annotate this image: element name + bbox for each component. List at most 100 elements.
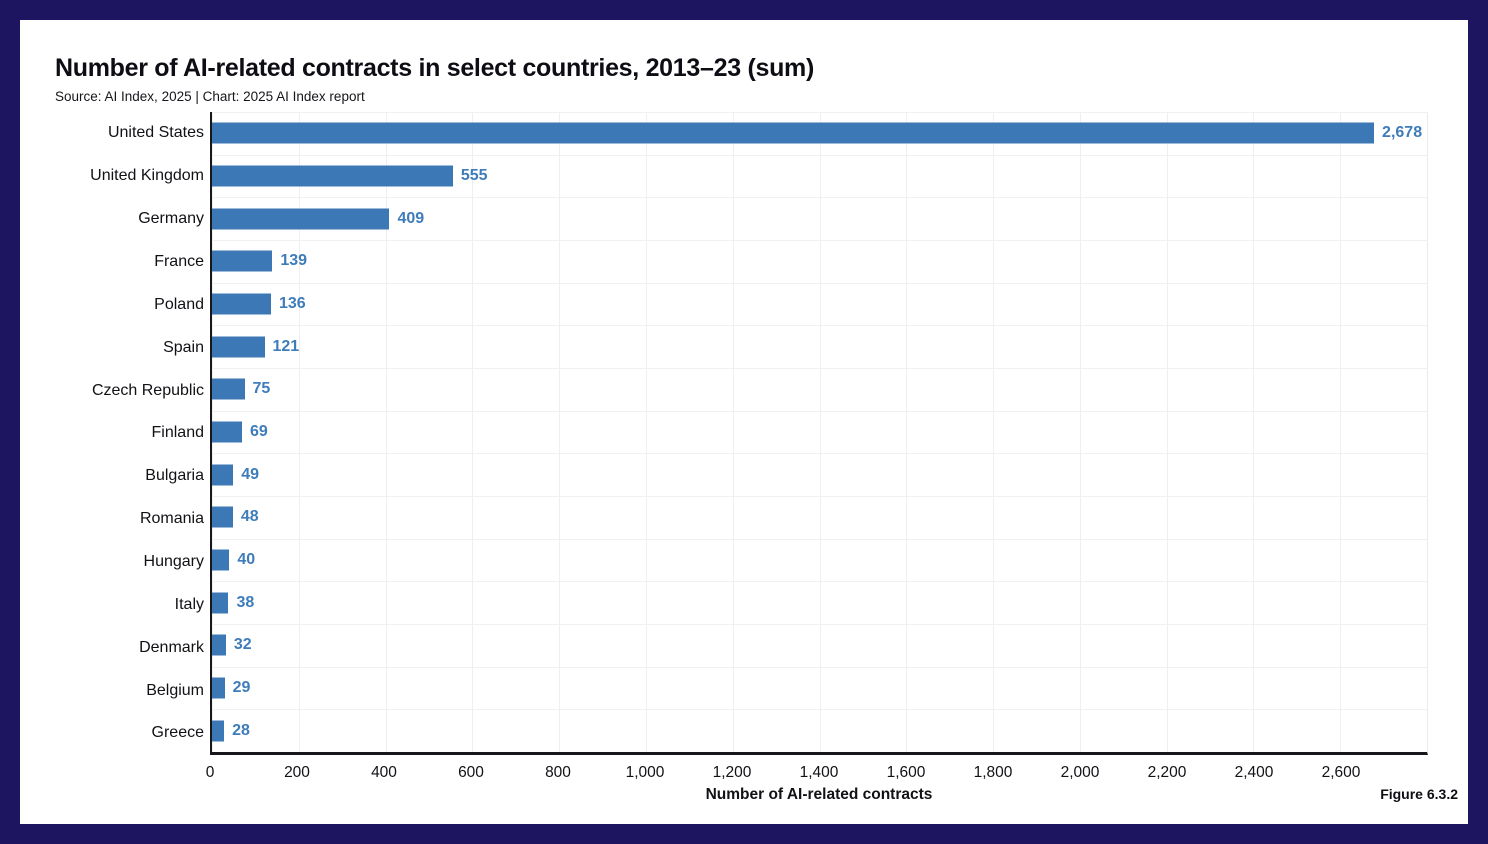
gridline-horizontal bbox=[212, 496, 1427, 497]
gridline-horizontal bbox=[212, 624, 1427, 625]
bar-row: 136 bbox=[212, 283, 1427, 326]
value-label: 32 bbox=[233, 636, 252, 654]
bar-row: 38 bbox=[212, 581, 1427, 624]
bar[interactable] bbox=[212, 208, 390, 230]
category-label: Denmark bbox=[139, 638, 204, 656]
gridline-vertical bbox=[1253, 112, 1255, 752]
x-tick-label: 2,000 bbox=[1060, 764, 1100, 781]
value-label: 409 bbox=[397, 209, 425, 227]
gridline-vertical bbox=[1079, 112, 1081, 752]
bar[interactable] bbox=[212, 336, 265, 358]
gridline-horizontal bbox=[212, 197, 1427, 199]
category-label: United Kingdom bbox=[90, 167, 204, 185]
category-label: Italy bbox=[174, 595, 204, 613]
bar[interactable] bbox=[212, 165, 453, 187]
bar-row: 69 bbox=[212, 411, 1427, 454]
gridline-vertical bbox=[1166, 112, 1168, 752]
gridline-horizontal bbox=[212, 154, 1427, 156]
value-label: 555 bbox=[460, 167, 488, 184]
gridline-horizontal bbox=[212, 240, 1427, 241]
bar[interactable] bbox=[212, 677, 225, 699]
gridline-horizontal bbox=[212, 666, 1427, 668]
bar[interactable] bbox=[212, 634, 226, 656]
x-axis-ticks: 0 200 400 600 800 1,000 1,200 1,400 1,600 1,800 2,… bbox=[206, 764, 1428, 784]
bar-row: 29 bbox=[212, 667, 1427, 710]
bar-row: 48 bbox=[212, 496, 1427, 539]
category-label: Czech Republic bbox=[91, 381, 204, 399]
value-label: 75 bbox=[252, 380, 271, 398]
category-label: United States bbox=[107, 124, 204, 142]
x-tick-label: 2,200 bbox=[1147, 764, 1187, 781]
x-tick-label: 800 bbox=[545, 764, 571, 781]
category-label: Belgium bbox=[146, 681, 204, 699]
value-label: 136 bbox=[279, 295, 306, 313]
x-tick-label: 400 bbox=[371, 764, 397, 781]
gridline-horizontal bbox=[212, 368, 1427, 369]
gridline-vertical bbox=[385, 112, 387, 752]
bar[interactable] bbox=[212, 293, 271, 315]
category-label: Bulgaria bbox=[145, 467, 204, 485]
bar[interactable] bbox=[212, 250, 273, 272]
bar[interactable] bbox=[212, 464, 234, 486]
category-label: Hungary bbox=[143, 553, 204, 571]
bar-row: 409 bbox=[212, 197, 1427, 240]
bar-row: 28 bbox=[212, 709, 1427, 752]
bar[interactable] bbox=[212, 421, 242, 443]
bar[interactable] bbox=[212, 720, 225, 742]
gridline-vertical bbox=[732, 112, 734, 752]
value-label: 48 bbox=[240, 508, 259, 526]
value-label: 28 bbox=[232, 721, 250, 739]
gridline-horizontal bbox=[212, 538, 1427, 540]
value-label: 49 bbox=[241, 465, 260, 483]
bar-row: 555 bbox=[212, 155, 1427, 198]
x-tick-label: 600 bbox=[458, 764, 484, 781]
bar-row: 121 bbox=[212, 325, 1427, 368]
category-axis: United States United Kingdom Germany France… bbox=[20, 112, 204, 755]
gridline-horizontal bbox=[212, 453, 1427, 455]
gridline-horizontal bbox=[212, 112, 1427, 113]
x-tick-label: 2,600 bbox=[1321, 764, 1361, 781]
bar-row: 49 bbox=[212, 453, 1427, 496]
bar-row: 75 bbox=[212, 368, 1427, 411]
x-axis-label: Number of AI-related contracts bbox=[705, 786, 933, 803]
bar[interactable] bbox=[212, 122, 1375, 144]
gridline-vertical bbox=[298, 112, 300, 752]
category-label: Germany bbox=[138, 210, 204, 228]
x-tick-label: 0 bbox=[205, 764, 215, 781]
category-label: France bbox=[154, 253, 204, 270]
x-tick-label: 1,600 bbox=[886, 764, 926, 781]
category-label: Romania bbox=[139, 510, 204, 528]
x-tick-label: 1,800 bbox=[973, 764, 1013, 781]
value-label: 121 bbox=[272, 337, 300, 355]
bar[interactable] bbox=[212, 549, 230, 571]
category-label: Finland bbox=[151, 424, 204, 442]
value-label: 139 bbox=[280, 252, 308, 270]
value-label: 69 bbox=[249, 423, 268, 441]
bars: 2,678 555 409 139 136 121 75 69 49 48 40 38 32 29 28 bbox=[212, 112, 1427, 752]
bar[interactable] bbox=[212, 378, 245, 400]
value-label: 38 bbox=[236, 593, 255, 611]
bar-row: 40 bbox=[212, 539, 1427, 582]
value-label: 40 bbox=[237, 551, 256, 569]
gridline-horizontal bbox=[212, 709, 1427, 711]
gridline-vertical bbox=[1340, 112, 1342, 752]
gridline-vertical bbox=[819, 112, 821, 752]
gridline-horizontal bbox=[212, 581, 1427, 583]
x-tick-label: 2,400 bbox=[1234, 764, 1274, 781]
category-label: Poland bbox=[154, 295, 204, 313]
gridline-horizontal bbox=[212, 282, 1427, 284]
x-tick-label: 1,000 bbox=[625, 764, 665, 781]
gridline-horizontal bbox=[212, 325, 1427, 327]
value-label: 29 bbox=[232, 679, 251, 697]
value-label: 2,678 bbox=[1382, 124, 1423, 142]
plot-area: 2,678 555 409 139 136 121 75 69 49 48 40 38 32 29 28 bbox=[210, 112, 1428, 755]
x-tick-label: 1,400 bbox=[799, 764, 839, 781]
bar-row: 32 bbox=[212, 624, 1427, 667]
bar-row: 2,678 bbox=[212, 112, 1427, 155]
bar[interactable] bbox=[212, 506, 233, 528]
bar-row: 139 bbox=[212, 240, 1427, 283]
x-tick-label: 200 bbox=[284, 764, 310, 781]
bar[interactable] bbox=[212, 592, 229, 614]
gridline-vertical bbox=[645, 112, 647, 752]
